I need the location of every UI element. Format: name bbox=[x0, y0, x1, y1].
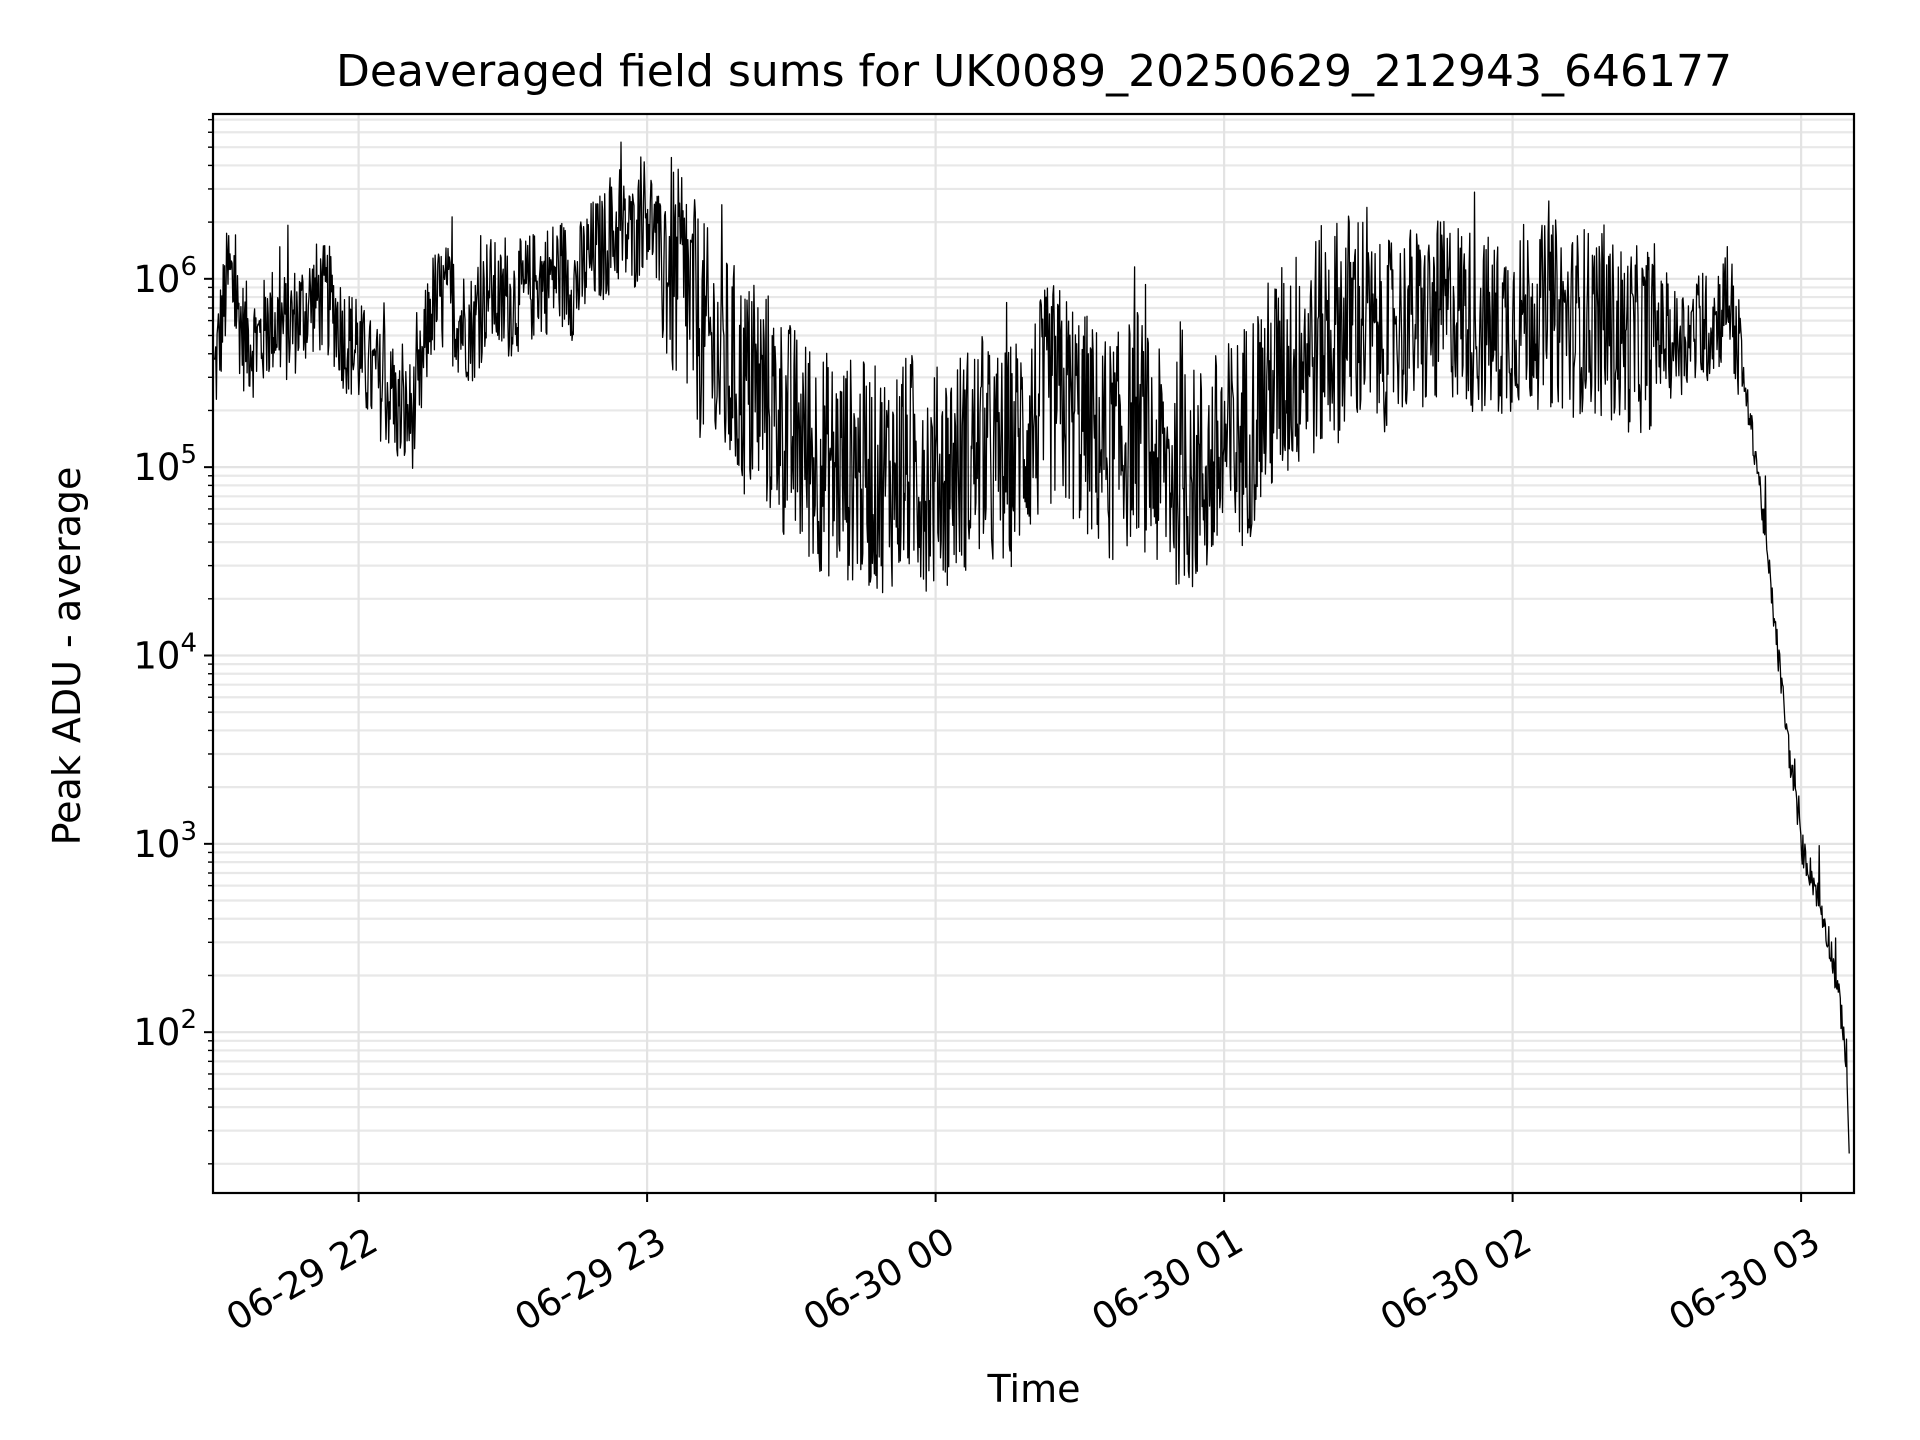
series-line-0 bbox=[213, 141, 1850, 1154]
chart-title: Deaveraged field sums for UK0089_2025062… bbox=[336, 46, 1732, 97]
y-tick-label: 105 bbox=[133, 440, 197, 489]
y-tick-label: 102 bbox=[133, 1005, 197, 1054]
plot-frame bbox=[211, 112, 1856, 1195]
y-tick-label: 103 bbox=[133, 817, 197, 866]
grid-layer bbox=[213, 114, 1854, 1193]
y-tick-label: 106 bbox=[133, 252, 197, 301]
series-layer bbox=[213, 141, 1850, 1154]
y-axis-label: Peak ADU - average bbox=[45, 467, 89, 846]
x-axis-label: Time bbox=[987, 1367, 1081, 1411]
y-tick-label: 104 bbox=[133, 628, 197, 677]
